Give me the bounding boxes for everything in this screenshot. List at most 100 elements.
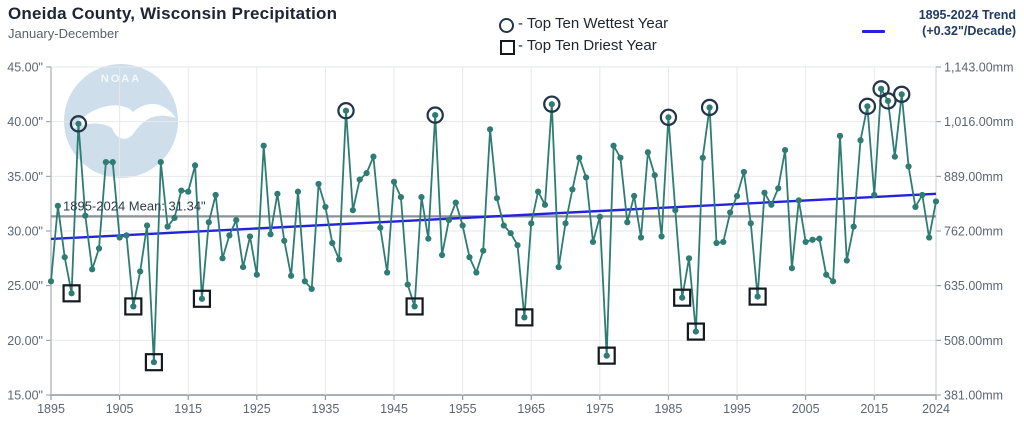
- data-point[interactable]: [219, 255, 226, 262]
- data-point[interactable]: [377, 224, 384, 231]
- data-point[interactable]: [294, 188, 302, 195]
- wettest-year-marker[interactable]: [543, 95, 561, 113]
- data-point[interactable]: [486, 126, 494, 133]
- data-point[interactable]: [185, 188, 192, 195]
- data-point[interactable]: [466, 254, 473, 261]
- data-point[interactable]: [898, 91, 905, 98]
- data-point[interactable]: [473, 269, 480, 276]
- data-point[interactable]: [740, 168, 748, 176]
- data-point[interactable]: [130, 303, 137, 310]
- data-point[interactable]: [109, 159, 116, 166]
- data-point[interactable]: [54, 202, 61, 209]
- data-point[interactable]: [253, 271, 260, 278]
- data-point[interactable]: [596, 213, 603, 220]
- data-point[interactable]: [617, 154, 624, 161]
- data-point[interactable]: [233, 216, 240, 224]
- data-point[interactable]: [281, 237, 288, 244]
- data-point[interactable]: [68, 290, 75, 297]
- data-point[interactable]: [692, 328, 699, 335]
- data-point[interactable]: [850, 223, 857, 230]
- data-point[interactable]: [404, 281, 411, 288]
- data-point[interactable]: [713, 239, 720, 247]
- data-point[interactable]: [823, 271, 830, 278]
- data-point[interactable]: [905, 163, 912, 170]
- data-point[interactable]: [47, 278, 55, 285]
- wettest-year-marker[interactable]: [879, 92, 897, 110]
- data-point[interactable]: [521, 314, 528, 321]
- data-point[interactable]: [699, 154, 706, 161]
- data-point[interactable]: [356, 176, 363, 183]
- data-point[interactable]: [143, 222, 151, 229]
- data-point[interactable]: [534, 188, 542, 195]
- data-point[interactable]: [137, 268, 144, 275]
- data-point[interactable]: [157, 159, 164, 166]
- data-point[interactable]: [548, 101, 555, 108]
- data-point[interactable]: [178, 187, 185, 194]
- data-point[interactable]: [198, 295, 206, 302]
- data-point[interactable]: [775, 185, 782, 192]
- data-point[interactable]: [418, 194, 425, 201]
- data-point[interactable]: [836, 132, 844, 139]
- data-point[interactable]: [411, 303, 418, 310]
- driest-year-marker[interactable]: [673, 288, 692, 307]
- data-point[interactable]: [432, 112, 439, 119]
- data-point[interactable]: [864, 103, 871, 110]
- data-point[interactable]: [576, 154, 583, 161]
- data-point[interactable]: [171, 214, 178, 221]
- data-point[interactable]: [445, 216, 453, 224]
- data-point[interactable]: [809, 236, 816, 243]
- driest-year-marker[interactable]: [192, 289, 212, 308]
- data-point[interactable]: [349, 207, 356, 214]
- data-point[interactable]: [919, 191, 926, 199]
- data-point[interactable]: [336, 256, 343, 263]
- data-point[interactable]: [884, 97, 892, 104]
- data-point[interactable]: [788, 265, 796, 272]
- wettest-year-marker[interactable]: [858, 97, 877, 116]
- data-point[interactable]: [816, 235, 823, 242]
- data-point[interactable]: [102, 159, 109, 166]
- data-point[interactable]: [583, 174, 590, 181]
- data-point[interactable]: [555, 263, 562, 271]
- wettest-year-marker[interactable]: [892, 85, 911, 104]
- data-point[interactable]: [562, 220, 569, 227]
- data-point[interactable]: [603, 352, 610, 359]
- data-point[interactable]: [191, 162, 199, 169]
- data-point[interactable]: [768, 201, 775, 208]
- data-point[interactable]: [912, 203, 919, 211]
- data-point[interactable]: [761, 189, 768, 196]
- data-point[interactable]: [733, 192, 741, 200]
- wettest-year-marker[interactable]: [69, 115, 88, 133]
- data-point[interactable]: [452, 199, 459, 206]
- data-point[interactable]: [329, 239, 336, 247]
- data-point[interactable]: [95, 245, 103, 252]
- data-point[interactable]: [123, 232, 130, 239]
- driest-year-marker[interactable]: [686, 322, 705, 341]
- data-point[interactable]: [370, 153, 377, 160]
- data-point[interactable]: [829, 278, 837, 285]
- data-point[interactable]: [637, 234, 645, 241]
- data-point[interactable]: [541, 201, 549, 208]
- data-point[interactable]: [322, 203, 329, 211]
- data-point[interactable]: [610, 142, 617, 149]
- data-point[interactable]: [226, 232, 233, 239]
- data-point[interactable]: [150, 359, 158, 366]
- wettest-year-marker[interactable]: [337, 102, 355, 120]
- driest-year-marker[interactable]: [748, 287, 767, 306]
- wettest-year-marker[interactable]: [700, 98, 719, 117]
- data-point[interactable]: [802, 238, 809, 246]
- data-point[interactable]: [878, 85, 885, 92]
- data-point[interactable]: [342, 107, 350, 114]
- data-point[interactable]: [260, 142, 267, 149]
- data-point[interactable]: [82, 212, 89, 219]
- driest-year-marker[interactable]: [405, 297, 424, 316]
- data-point[interactable]: [644, 149, 651, 156]
- legend-item-driest[interactable]: - Top Ten Driest Year: [497, 34, 668, 56]
- data-point[interactable]: [315, 180, 322, 188]
- data-point[interactable]: [212, 191, 219, 199]
- data-point[interactable]: [624, 219, 631, 226]
- data-point[interactable]: [754, 293, 761, 300]
- driest-year-marker[interactable]: [144, 353, 164, 372]
- data-point[interactable]: [651, 172, 658, 179]
- data-point[interactable]: [301, 278, 308, 285]
